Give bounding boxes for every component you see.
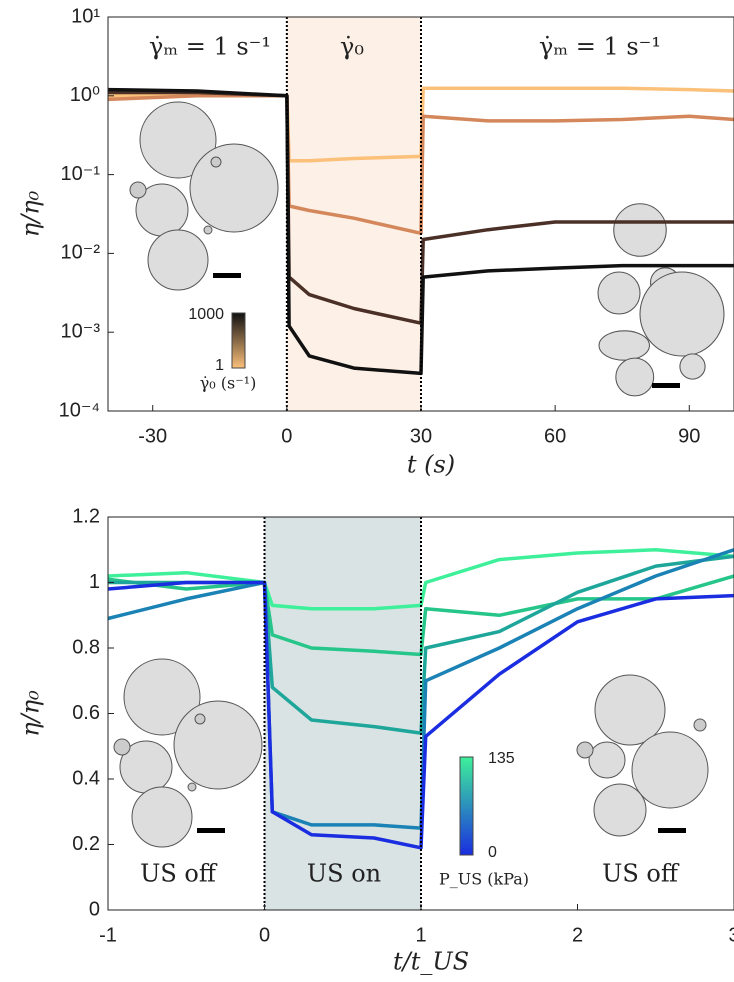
y-tick-label: 0 — [89, 898, 100, 920]
annotation: γ̇ₘ = 1 s⁻¹ — [539, 33, 661, 61]
data-line — [107, 580, 734, 850]
colorbar-max-label: 1000 — [188, 306, 224, 323]
annotation: US off — [140, 860, 218, 888]
y-tick-label: 10⁻⁴ — [59, 399, 100, 421]
x-tick-label: 3 — [728, 924, 734, 946]
shaded-region — [286, 17, 421, 411]
x-tick-label: 2 — [572, 924, 583, 946]
shaded-region — [264, 517, 421, 910]
x-tick-label: 90 — [678, 425, 700, 447]
y-tick-label: 10⁰ — [70, 84, 100, 106]
x-tick-label: 30 — [410, 425, 432, 447]
x-tick-label: 0 — [259, 924, 270, 946]
annotation: US off — [602, 860, 680, 888]
y-tick-label: 1.2 — [72, 505, 100, 527]
annotation: US on — [307, 860, 381, 888]
y-tick-label: 10⁻³ — [61, 320, 101, 342]
annotation: γ̇₀ — [340, 33, 364, 61]
y-tick-label: 10⁻¹ — [61, 163, 101, 185]
y-tick-label: 0.6 — [72, 702, 100, 724]
inset-clusters — [113, 101, 725, 848]
x-tick-label: -30 — [138, 425, 167, 447]
data-line — [107, 548, 734, 830]
x-tick-label: -1 — [99, 924, 117, 946]
x-tick-label: 60 — [544, 425, 566, 447]
colorbar-min-label: 0 — [488, 844, 497, 861]
y-axis-label: η/η₀ — [17, 190, 45, 237]
y-tick-label: 1 — [89, 571, 100, 593]
colorbar-min-label: 1 — [215, 357, 224, 374]
y-tick-label: 0.2 — [72, 833, 100, 855]
colorbar — [231, 312, 246, 369]
y-tick-label: 0.4 — [72, 767, 100, 789]
x-tick-label: 0 — [281, 425, 292, 447]
colorbar-max-label: 135 — [488, 750, 515, 767]
y-tick-label: 0.8 — [72, 636, 100, 658]
y-tick-label: 10⁻² — [61, 242, 101, 264]
x-tick-label: 1 — [415, 924, 426, 946]
colorbar-label: γ̇₀ (s⁻¹) — [200, 374, 257, 393]
colorbar — [459, 756, 474, 856]
colorbar-label: P_US (kPa) — [439, 870, 529, 889]
x-axis-label: t/t_US — [393, 948, 469, 976]
y-tick-label: 10¹ — [71, 5, 100, 27]
y-axis-label: η/η₀ — [17, 690, 45, 737]
annotation: γ̇ₘ = 1 s⁻¹ — [149, 33, 271, 61]
x-axis-label: t (s) — [407, 451, 455, 479]
